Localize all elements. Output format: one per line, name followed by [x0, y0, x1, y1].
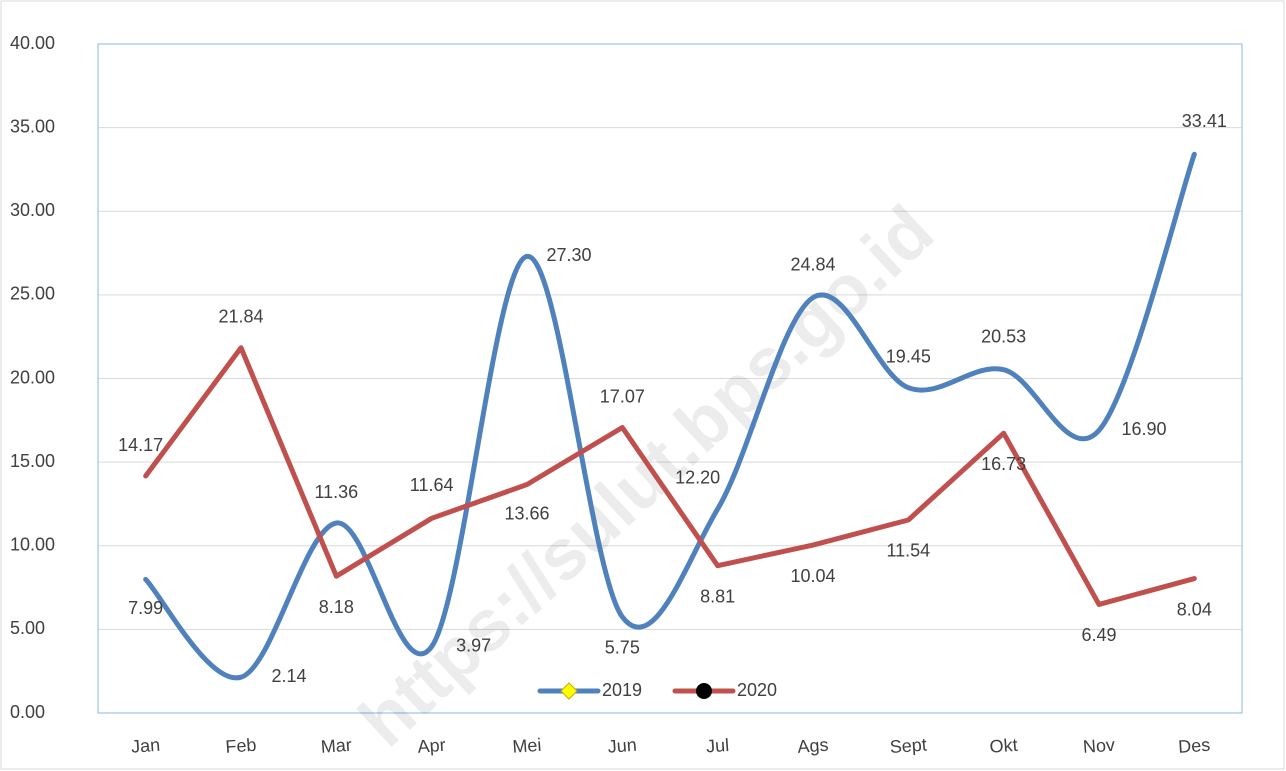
data-label: 12.20	[675, 468, 720, 488]
data-label: 20.53	[981, 326, 1026, 346]
series-line	[143, 345, 1197, 607]
legend-marker	[560, 682, 578, 700]
data-label: 11.64	[410, 475, 454, 495]
x-tick-label: Sept	[889, 734, 927, 757]
series-line	[143, 151, 1197, 681]
data-label: 14.17	[118, 435, 163, 455]
data-label: 19.45	[886, 346, 931, 366]
data-label: 27.30	[546, 245, 591, 265]
y-tick-label: 35.00	[10, 116, 55, 136]
plot-border	[97, 43, 1243, 714]
y-tick-label: 10.00	[10, 535, 55, 555]
x-tick-label: Mar	[320, 735, 352, 757]
data-label: 8.18	[319, 597, 354, 617]
y-tick-label: 40.00	[10, 33, 55, 53]
data-label: 11.36	[314, 482, 358, 502]
y-tick-label: 5.00	[10, 618, 45, 638]
data-label: 13.66	[504, 503, 549, 523]
data-label: 17.07	[600, 386, 645, 406]
x-tick-label: Jan	[130, 735, 160, 757]
data-label: 2.14	[271, 666, 306, 686]
data-label: 16.73	[981, 454, 1026, 474]
x-tick-label: Nov	[1082, 735, 1115, 757]
data-label: 8.04	[1177, 599, 1212, 619]
y-tick-label: 20.00	[10, 367, 55, 387]
data-label: 8.81	[700, 586, 735, 606]
data-label: 16.90	[1121, 419, 1166, 439]
data-label: 3.97	[456, 635, 491, 655]
data-label: 24.84	[790, 254, 835, 274]
x-tick-label: Feb	[225, 735, 257, 757]
x-tick-label: Jun	[607, 735, 637, 757]
data-label: 6.49	[1081, 625, 1116, 645]
x-tick-label: Des	[1178, 735, 1211, 757]
x-tick-label: Jul	[705, 735, 729, 757]
legend-marker	[696, 683, 712, 699]
data-label: 11.54	[886, 541, 930, 561]
y-tick-label: 0.00	[10, 702, 45, 722]
data-label: 7.99	[128, 598, 163, 618]
y-tick-label: 15.00	[10, 451, 55, 471]
data-label: 5.75	[605, 638, 640, 658]
legend-label: 2020	[737, 680, 777, 700]
data-label: 10.04	[790, 566, 835, 586]
data-label: 33.41	[1182, 111, 1227, 131]
x-tick-label: Ags	[797, 735, 829, 757]
legend-label: 2019	[602, 680, 642, 700]
x-tick-label: Okt	[989, 735, 1018, 757]
data-label: 21.84	[218, 306, 263, 326]
x-tick-label: Apr	[417, 735, 446, 757]
x-tick-label: Mei	[512, 735, 542, 757]
y-tick-label: 25.00	[10, 284, 55, 304]
y-tick-label: 30.00	[10, 200, 55, 220]
